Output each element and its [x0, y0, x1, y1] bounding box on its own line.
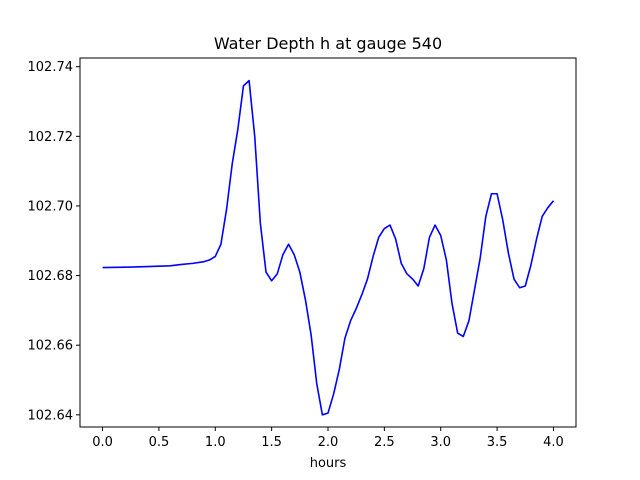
x-tick-label: 0.5 — [149, 435, 170, 450]
y-tick-label: 102.68 — [28, 269, 74, 284]
y-tick-label: 102.70 — [28, 199, 74, 214]
y-tick-label: 102.74 — [28, 60, 74, 75]
y-tick-label: 102.66 — [28, 339, 74, 354]
x-axis-label: hours — [310, 456, 347, 471]
x-tick-label: 2.5 — [374, 435, 395, 450]
y-tick-label: 102.72 — [28, 130, 74, 145]
x-tick-label: 0.0 — [92, 435, 113, 450]
chart-title: Water Depth h at gauge 540 — [214, 34, 442, 53]
x-tick-label: 4.0 — [543, 435, 564, 450]
x-tick-label: 3.5 — [487, 435, 508, 450]
series-line-0 — [102, 79, 555, 416]
x-tick-label: 2.0 — [318, 435, 339, 450]
x-tick-label: 1.0 — [205, 435, 226, 450]
x-tick-label: 3.0 — [430, 435, 451, 450]
y-tick-label: 102.64 — [28, 408, 74, 423]
x-tick-label: 1.5 — [261, 435, 282, 450]
plot-area — [102, 79, 555, 416]
y-axis: 102.64 102.66 102.68 102.70 102.72 102.74 — [28, 60, 80, 423]
x-axis: 0.0 0.5 1.0 1.5 2.0 2.5 3.0 3.5 4.0 — [92, 427, 564, 450]
